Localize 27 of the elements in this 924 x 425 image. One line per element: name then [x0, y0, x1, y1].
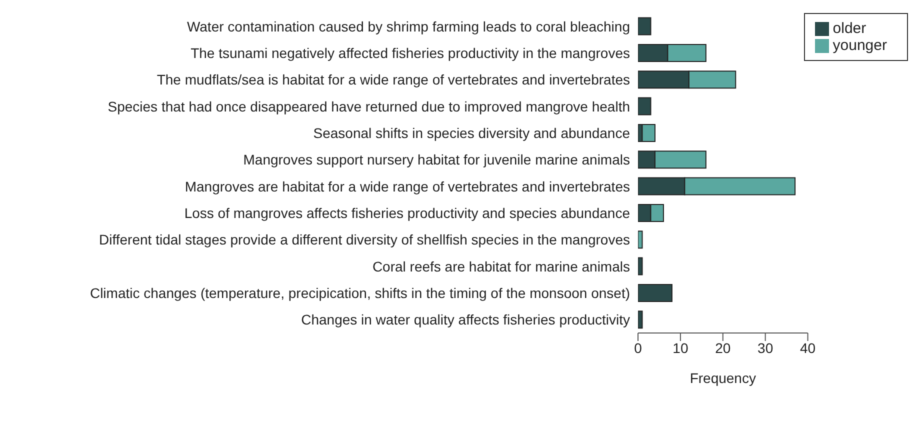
- y-tick-label: Coral reefs are habitat for marine animals: [372, 258, 630, 274]
- y-tick-label: The tsunami negatively affected fisheries productivity in the mangroves: [190, 44, 630, 61]
- bar: [642, 124, 656, 142]
- bar: [638, 97, 652, 116]
- y-tick-label: Different tidal stages provide a different diversity of shellfish species in the mangroves: [99, 232, 630, 248]
- x-tick-label: 30: [758, 340, 774, 356]
- y-tick-label: Mangroves are habitat for a wide range of vertebrates and invertebrates: [184, 178, 630, 194]
- x-tick-label: 0: [634, 340, 642, 356]
- bar: [638, 310, 643, 329]
- bar: [638, 230, 643, 249]
- legend-label: younger: [832, 37, 887, 54]
- bar: [638, 257, 643, 276]
- y-tick-label: Loss of mangroves affects fisheries productivity and species abundance: [184, 204, 630, 221]
- y-tick-label: The mudflats/sea is habitat for a wide range of vertebrates and invertebrates: [156, 72, 630, 88]
- y-tick-label: Water contamination caused by shrimp farming leads to coral bleaching: [186, 18, 630, 34]
- y-tick-label: Species that had once disappeared have returned due to improved mangrove health: [108, 98, 630, 114]
- x-tick-label: 20: [715, 340, 731, 356]
- y-tick-label: Climatic changes (temperature, precipication, shifts in the timing of the monsoon onset): [90, 284, 630, 301]
- y-tick-label: Changes in water quality affects fisheries productivity: [301, 312, 630, 328]
- x-tick-label: 40: [800, 340, 816, 356]
- y-tick-label: Mangroves support nursery habitat for juvenile marine animals: [243, 152, 630, 168]
- y-tick-label: Seasonal shifts in species diversity and abundance: [313, 124, 630, 141]
- bar: [638, 17, 652, 36]
- x-axis-title: Frequency: [690, 370, 756, 386]
- legend-label: older: [832, 20, 866, 37]
- bar: [638, 284, 672, 302]
- x-tick-label: 10: [672, 340, 688, 356]
